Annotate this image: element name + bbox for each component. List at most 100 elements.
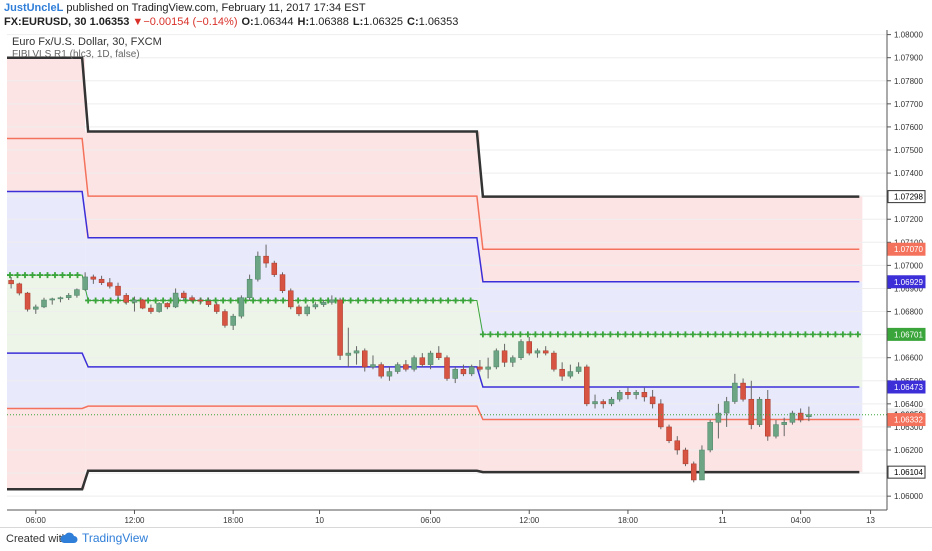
candle-68[interactable] xyxy=(567,371,574,377)
candle-47[interactable] xyxy=(394,364,401,372)
candle-6[interactable] xyxy=(57,297,64,300)
candle-78[interactable] xyxy=(649,396,656,405)
candle-67[interactable] xyxy=(559,368,565,377)
candle-11[interactable] xyxy=(98,278,105,283)
publisher-link[interactable]: JustUncleL xyxy=(4,2,64,14)
candle-73[interactable] xyxy=(608,398,615,405)
candle-34[interactable] xyxy=(287,290,294,308)
candle-61[interactable] xyxy=(510,357,516,363)
candle-65[interactable] xyxy=(542,350,549,354)
candle-81[interactable] xyxy=(674,440,681,451)
candle-21[interactable] xyxy=(181,292,187,298)
candle-86[interactable] xyxy=(715,412,722,423)
candle-29[interactable] xyxy=(246,278,253,298)
candle-5[interactable] xyxy=(49,298,55,301)
candle-19[interactable] xyxy=(164,303,171,308)
price-chart-svg[interactable]: 1.08000 1.07900 1.07800 1.07700 1.07600 1.075… xyxy=(7,30,926,527)
indicator-legend[interactable]: FIBLVLS R1 (hlc3, 1D, false) xyxy=(12,49,140,60)
candle-46[interactable] xyxy=(386,371,393,377)
candle-12[interactable] xyxy=(107,282,113,287)
candle-44[interactable] xyxy=(370,364,376,368)
candle-53[interactable] xyxy=(444,357,450,379)
candle-71[interactable] xyxy=(592,401,598,405)
candle-92[interactable] xyxy=(764,398,771,437)
candle-25[interactable] xyxy=(213,304,220,312)
candle-56[interactable] xyxy=(468,366,475,375)
candle-75[interactable] xyxy=(625,392,631,395)
candle-42[interactable] xyxy=(353,350,360,354)
candle-7[interactable] xyxy=(65,295,72,298)
candle-26[interactable] xyxy=(222,311,228,326)
candle-22[interactable] xyxy=(189,297,195,301)
candle-37[interactable] xyxy=(312,304,319,308)
candle-20[interactable] xyxy=(172,292,179,308)
candle-88[interactable] xyxy=(732,382,738,402)
candle-0[interactable] xyxy=(8,280,14,285)
candle-2[interactable] xyxy=(24,292,31,310)
candle-91[interactable] xyxy=(756,398,763,425)
candle-30[interactable] xyxy=(255,255,261,280)
candle-43[interactable] xyxy=(362,350,368,368)
candle-76[interactable] xyxy=(633,392,639,395)
candle-32[interactable] xyxy=(271,262,278,275)
tradingview-brand[interactable]: TradingView xyxy=(60,531,148,545)
candle-17[interactable] xyxy=(148,307,154,312)
candle-62[interactable] xyxy=(518,341,524,358)
candle-80[interactable] xyxy=(666,426,672,442)
candle-69[interactable] xyxy=(575,366,582,372)
candle-10[interactable] xyxy=(90,276,97,280)
candle-1[interactable] xyxy=(16,283,23,294)
candle-9[interactable] xyxy=(82,276,88,290)
candle-89[interactable] xyxy=(740,382,746,400)
candle-24[interactable] xyxy=(205,300,212,305)
candle-18[interactable] xyxy=(156,303,162,312)
candle-63[interactable] xyxy=(526,341,532,354)
candle-58[interactable] xyxy=(485,366,491,370)
candle-31[interactable] xyxy=(263,255,269,264)
candle-79[interactable] xyxy=(658,403,664,428)
candle-28[interactable] xyxy=(238,297,245,317)
candle-83[interactable] xyxy=(690,463,697,481)
candle-33[interactable] xyxy=(279,274,286,292)
candle-14[interactable] xyxy=(123,295,130,303)
candle-38[interactable] xyxy=(320,302,327,305)
candle-64[interactable] xyxy=(534,350,541,354)
candle-16[interactable] xyxy=(139,299,146,309)
candle-48[interactable] xyxy=(403,364,409,370)
candle-95[interactable] xyxy=(789,412,796,423)
candle-70[interactable] xyxy=(584,366,590,405)
candle-55[interactable] xyxy=(460,368,467,375)
candle-35[interactable] xyxy=(296,306,302,315)
candle-36[interactable] xyxy=(304,306,310,315)
candle-57[interactable] xyxy=(477,366,483,370)
candle-50[interactable] xyxy=(419,357,426,365)
candle-23[interactable] xyxy=(197,299,204,302)
candle-59[interactable] xyxy=(493,350,500,368)
candle-60[interactable] xyxy=(501,350,508,363)
candle-39[interactable] xyxy=(329,299,335,303)
candle-49[interactable] xyxy=(411,357,417,370)
candle-3[interactable] xyxy=(33,306,39,310)
chart-area[interactable]: 1.08000 1.07900 1.07800 1.07700 1.07600 1.075… xyxy=(7,30,926,527)
candle-27[interactable] xyxy=(230,315,236,326)
candle-90[interactable] xyxy=(748,398,755,425)
candle-85[interactable] xyxy=(707,422,713,451)
candle-96[interactable] xyxy=(797,412,804,421)
candle-84[interactable] xyxy=(699,449,705,481)
candle-41[interactable] xyxy=(345,352,352,356)
candle-8[interactable] xyxy=(74,289,80,296)
candle-13[interactable] xyxy=(115,285,121,296)
candle-87[interactable] xyxy=(723,401,730,414)
candle-93[interactable] xyxy=(773,424,779,437)
candle-74[interactable] xyxy=(616,392,623,400)
candle-72[interactable] xyxy=(600,401,607,405)
candle-40[interactable] xyxy=(337,299,343,356)
candle-77[interactable] xyxy=(641,392,648,398)
candle-15[interactable] xyxy=(131,299,138,303)
candle-52[interactable] xyxy=(436,352,442,358)
candle-82[interactable] xyxy=(682,449,689,465)
candle-45[interactable] xyxy=(378,364,384,377)
candle-94[interactable] xyxy=(781,422,787,425)
candle-51[interactable] xyxy=(427,352,434,365)
candle-4[interactable] xyxy=(41,299,47,308)
